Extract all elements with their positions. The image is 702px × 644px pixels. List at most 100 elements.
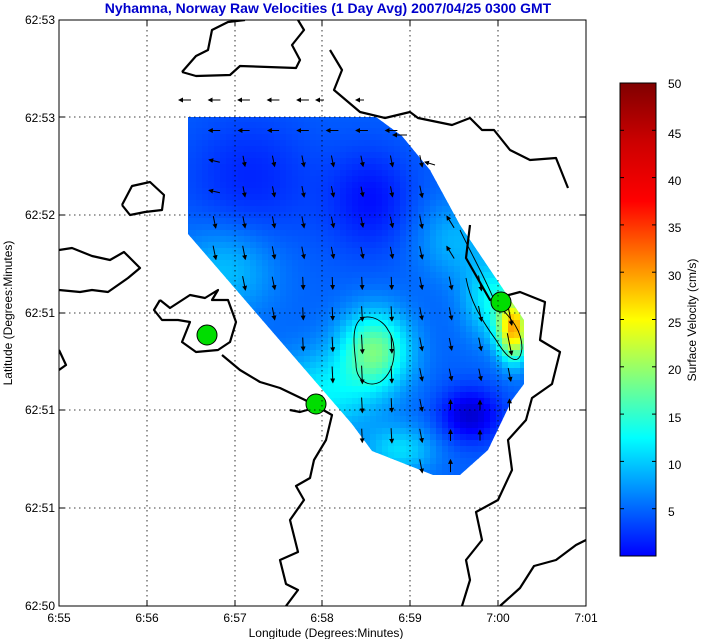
field-cell bbox=[232, 230, 239, 237]
field-cell bbox=[274, 308, 281, 315]
field-cell bbox=[202, 128, 209, 135]
field-cell bbox=[346, 218, 353, 225]
field-cell bbox=[316, 278, 323, 285]
field-cell bbox=[286, 152, 293, 159]
field-cell bbox=[328, 260, 335, 267]
velocity-arrow bbox=[359, 155, 365, 168]
field-cell bbox=[238, 188, 245, 195]
field-cell bbox=[304, 314, 311, 321]
field-cell bbox=[304, 212, 311, 219]
field-cell bbox=[352, 242, 359, 249]
field-cell bbox=[298, 152, 305, 159]
field-cell bbox=[502, 386, 509, 393]
field-cell bbox=[232, 224, 239, 231]
field-cell bbox=[202, 230, 209, 237]
field-cell bbox=[490, 398, 497, 405]
field-cell bbox=[352, 117, 359, 123]
field-cell bbox=[208, 140, 215, 147]
field-cell bbox=[298, 200, 305, 207]
field-cell bbox=[274, 248, 281, 255]
field-cell bbox=[358, 320, 365, 327]
field-cell bbox=[316, 284, 323, 291]
field-cell bbox=[262, 230, 269, 237]
field-cell bbox=[250, 122, 257, 129]
field-cell bbox=[202, 146, 209, 153]
field-cell bbox=[364, 164, 371, 171]
field-cell bbox=[232, 206, 239, 213]
field-cell bbox=[358, 398, 365, 405]
field-cell bbox=[238, 128, 245, 135]
field-cell bbox=[376, 146, 383, 153]
field-cell bbox=[436, 308, 443, 315]
field-cell bbox=[430, 188, 437, 195]
field-cell bbox=[400, 344, 407, 351]
field-cell bbox=[430, 194, 437, 201]
velocity-arrow bbox=[300, 246, 306, 260]
field-cell bbox=[484, 296, 491, 303]
field-cell bbox=[364, 176, 371, 183]
field-cell bbox=[418, 452, 425, 459]
field-cell bbox=[256, 224, 263, 231]
field-cell bbox=[340, 122, 347, 129]
field-cell bbox=[304, 356, 311, 363]
velocity-arrow bbox=[419, 428, 424, 444]
velocity-arrow bbox=[448, 337, 454, 351]
field-cell bbox=[328, 314, 335, 321]
field-cell bbox=[382, 338, 389, 345]
field-cell bbox=[358, 140, 365, 147]
field-cell bbox=[448, 236, 455, 243]
field-cell bbox=[490, 374, 497, 381]
field-cell bbox=[340, 278, 347, 285]
field-cell bbox=[208, 242, 215, 249]
field-cell bbox=[460, 302, 467, 309]
field-cell bbox=[382, 254, 389, 261]
field-cell bbox=[454, 320, 461, 327]
field-cell bbox=[316, 182, 323, 189]
field-cell bbox=[322, 164, 329, 171]
field-cell bbox=[388, 152, 395, 159]
field-cell bbox=[280, 194, 287, 201]
field-cell bbox=[256, 218, 263, 225]
field-cell bbox=[316, 326, 323, 333]
field-cell bbox=[496, 374, 503, 381]
field-cell bbox=[364, 254, 371, 261]
field-cell bbox=[472, 278, 479, 285]
field-cell bbox=[448, 392, 455, 399]
field-cell bbox=[280, 296, 287, 303]
field-cell bbox=[484, 380, 491, 387]
field-cell bbox=[406, 248, 413, 255]
field-cell bbox=[334, 122, 341, 129]
velocity-arrow bbox=[418, 398, 424, 412]
field-cell bbox=[292, 194, 299, 201]
field-cell bbox=[370, 344, 377, 351]
field-cell bbox=[484, 422, 491, 429]
field-cell bbox=[424, 182, 431, 189]
field-cell bbox=[370, 164, 377, 171]
field-cell bbox=[508, 362, 515, 369]
field-cell bbox=[394, 158, 401, 165]
velocity-arrow bbox=[446, 215, 455, 229]
field-cell bbox=[424, 272, 431, 279]
field-cell bbox=[316, 218, 323, 225]
field-cell bbox=[382, 248, 389, 255]
field-cell bbox=[274, 296, 281, 303]
field-cell bbox=[394, 224, 401, 231]
field-cell bbox=[262, 117, 269, 123]
field-cell bbox=[436, 302, 443, 309]
field-cell bbox=[352, 272, 359, 279]
field-cell bbox=[388, 446, 395, 453]
field-cell bbox=[400, 170, 407, 177]
field-cell bbox=[262, 140, 269, 147]
field-cell bbox=[430, 260, 437, 267]
field-cell bbox=[334, 368, 341, 375]
field-cell bbox=[466, 302, 473, 309]
field-cell bbox=[502, 332, 509, 339]
field-cell bbox=[256, 254, 263, 261]
field-cell bbox=[376, 422, 383, 429]
field-cell bbox=[442, 422, 449, 429]
field-cell bbox=[256, 200, 263, 207]
field-cell bbox=[490, 290, 497, 297]
field-cell bbox=[466, 356, 473, 363]
field-cell bbox=[358, 416, 365, 423]
